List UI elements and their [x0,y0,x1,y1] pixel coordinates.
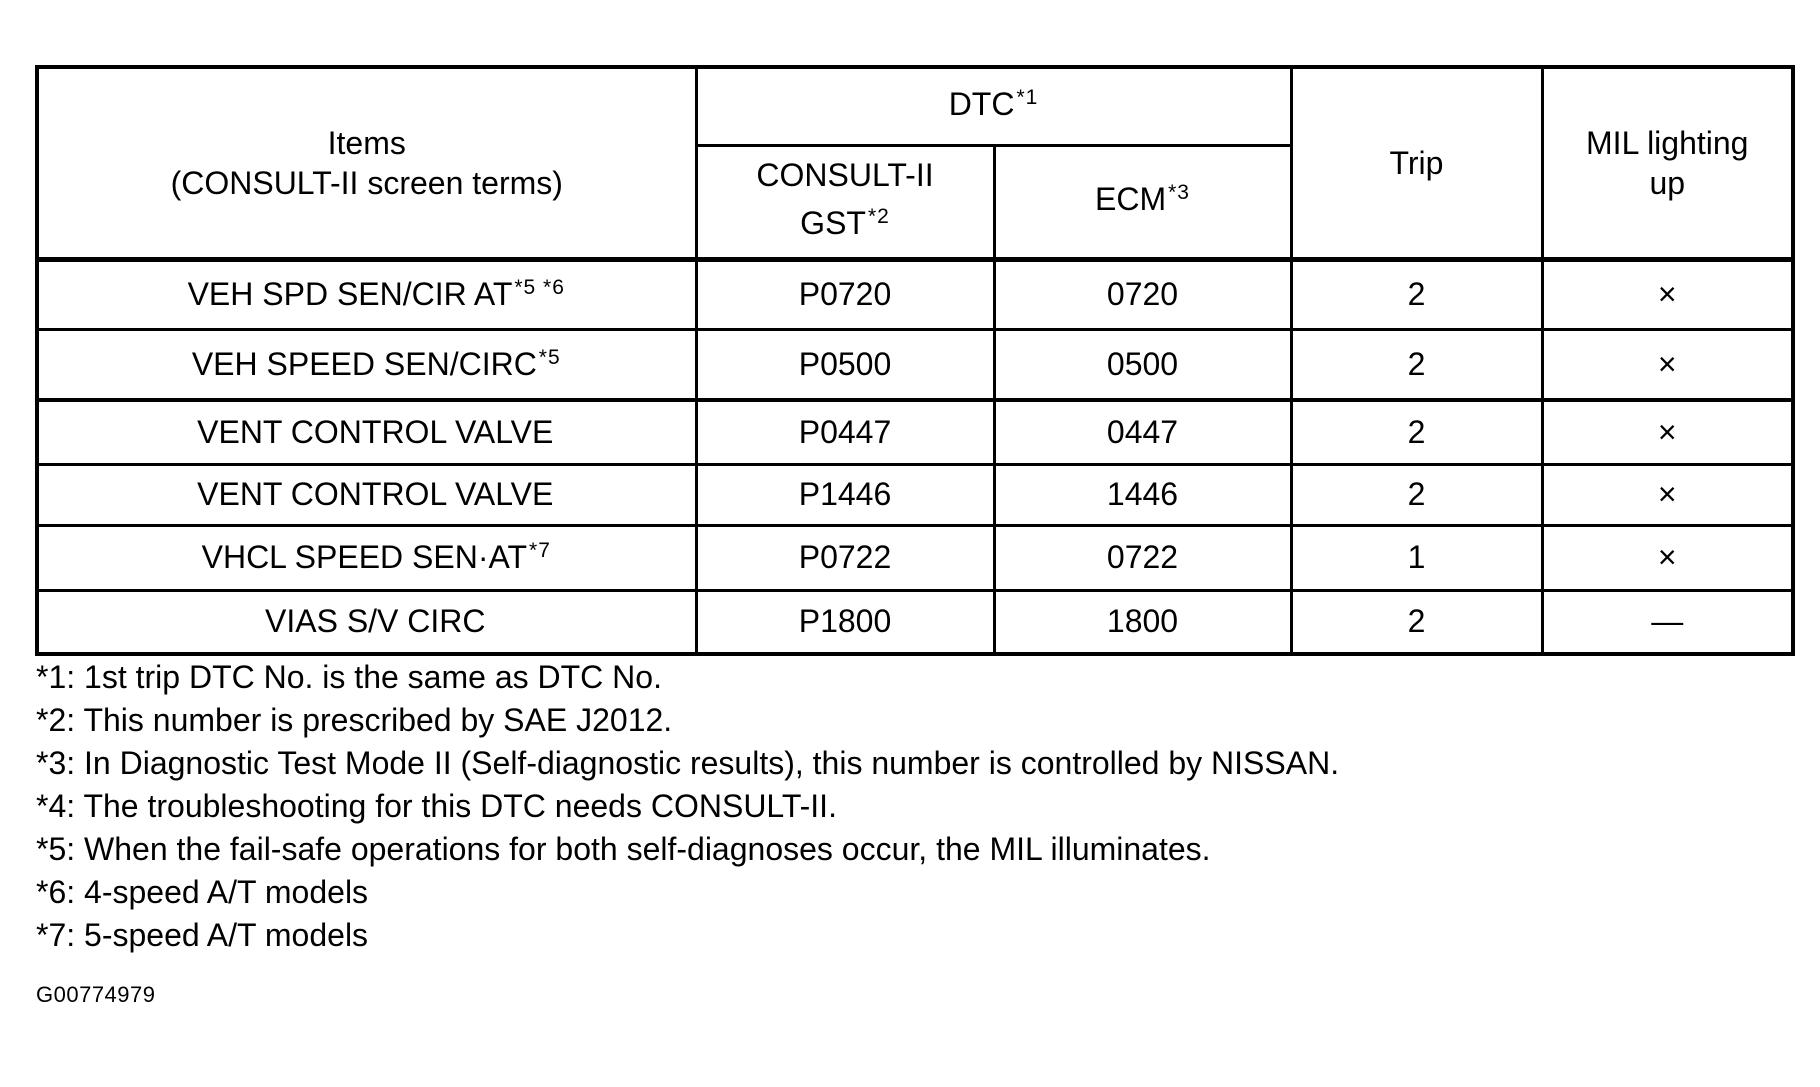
item-cell: VENT CONTROL VALVE [35,462,698,527]
gst-code-cell: P0500 [694,327,996,402]
mil-cell: × [1540,256,1795,331]
table-row: VENT CONTROL VALVE P0447 0447 2 × [35,398,1795,466]
footnotes-block: *1: 1st trip DTC No. is the same as DTC … [36,656,1339,957]
footnote-2: *2: This number is prescribed by SAE J20… [36,702,673,738]
trip-cell: 2 [1289,462,1544,527]
table-row: VENT CONTROL VALVE P1446 1446 2 × [35,462,1795,527]
mil-cell: × [1540,327,1795,402]
footnote-3: *3: In Diagnostic Test Mode II (Self-dia… [36,745,1340,781]
column-header-ecm: ECM*3 [992,143,1293,261]
footnote-1: *1: 1st trip DTC No. is the same as DTC … [36,659,662,695]
ecm-code-cell: 1800 [992,588,1293,656]
items-header-line1: Items [327,124,406,161]
item-cell: VENT CONTROL VALVE [35,398,698,466]
gst-code-cell: P1800 [694,588,996,656]
mil-cell: × [1540,398,1795,466]
table-row: VHCL SPEED SEN·AT*7 P0722 0722 1 × [35,523,1795,592]
column-header-mil: MIL lighting up [1540,65,1795,261]
gst-code-cell: P0447 [694,398,996,466]
footnote-6: *6: 4-speed A/T models [36,874,369,910]
ecm-header-label: ECM [1095,181,1167,217]
figure-id: G00774979 [36,982,156,1007]
gst-code-cell: P0722 [694,523,996,592]
item-label: VEH SPEED SEN/CIRC [191,345,537,382]
mil-cell: × [1540,462,1795,527]
trip-cell: 2 [1289,588,1544,656]
column-header-items: Items (CONSULT-II screen terms) [35,65,698,261]
gst-code-cell: P0720 [694,256,996,331]
table-row: VEH SPEED SEN/CIRC*5 P0500 0500 2 × [35,327,1795,402]
column-header-consult-gst: CONSULT-II GST*2 [694,143,996,261]
item-label: VENT CONTROL VALVE [197,413,554,450]
mil-cell: × [1540,523,1795,592]
item-footnote-ref: *7 [529,539,551,562]
item-footnote-ref: *5 [538,345,561,369]
footnote-5: *5: When the fail-safe operations for bo… [36,831,1211,867]
trip-header-label: Trip [1389,144,1444,181]
trip-cell: 2 [1289,256,1544,331]
trip-cell: 2 [1289,398,1544,466]
mil-header-line2: up [1649,164,1686,201]
item-cell: VEH SPD SEN/CIR AT*5 *6 [35,256,698,331]
dtc-table: Items (CONSULT-II screen terms) DTC*1 Tr… [35,65,1795,656]
item-cell: VIAS S/V CIRC [35,588,698,656]
table-row: VIAS S/V CIRC P1800 1800 2 — [35,588,1795,656]
dtc-header-label: DTC [948,85,1015,122]
mil-header-line1: MIL lighting [1586,124,1749,161]
item-label: VEH SPD SEN/CIR AT [187,276,513,312]
items-header-line2: (CONSULT-II screen terms) [170,164,563,201]
gst-header-line1: CONSULT-II [756,157,934,193]
ecm-footnote-ref: *3 [1168,181,1190,204]
gst-header-line2: GST*2 [699,199,991,252]
gst-code-cell: P1446 [694,462,996,527]
ecm-code-cell: 0447 [992,398,1293,466]
ecm-code-cell: 1446 [992,462,1293,527]
item-label: VENT CONTROL VALVE [197,476,554,512]
column-header-dtc: DTC*1 [694,65,1293,147]
dtc-table-header: Items (CONSULT-II screen terms) DTC*1 Tr… [35,65,1795,261]
footnote-4: *4: The troubleshooting for this DTC nee… [36,788,837,824]
dtc-table-body: VEH SPD SEN/CIR AT*5 *6 P0720 0720 2 × V… [35,256,1795,656]
item-cell: VEH SPEED SEN/CIRC*5 [35,327,698,402]
column-header-trip: Trip [1289,65,1544,261]
ecm-code-cell: 0722 [992,523,1293,592]
table-row: VEH SPD SEN/CIR AT*5 *6 P0720 0720 2 × [35,256,1795,331]
footnote-7: *7: 5-speed A/T models [36,917,369,953]
ecm-code-cell: 0500 [992,327,1293,402]
item-label: VIAS S/V CIRC [265,603,486,640]
dtc-footnote-ref: *1 [1016,85,1039,109]
ecm-code-cell: 0720 [992,256,1293,331]
trip-cell: 2 [1289,327,1544,402]
item-footnote-ref: *5 *6 [514,276,565,299]
trip-cell: 1 [1289,523,1544,592]
item-cell: VHCL SPEED SEN·AT*7 [35,523,698,592]
gst-footnote-ref: *2 [867,205,890,228]
item-label: VHCL SPEED SEN·AT [201,539,528,575]
header-row-top: Items (CONSULT-II screen terms) DTC*1 Tr… [35,65,1795,261]
header-row-sub: CONSULT-II GST*2 ECM*3 [37,143,1793,261]
mil-cell: — [1540,588,1795,656]
